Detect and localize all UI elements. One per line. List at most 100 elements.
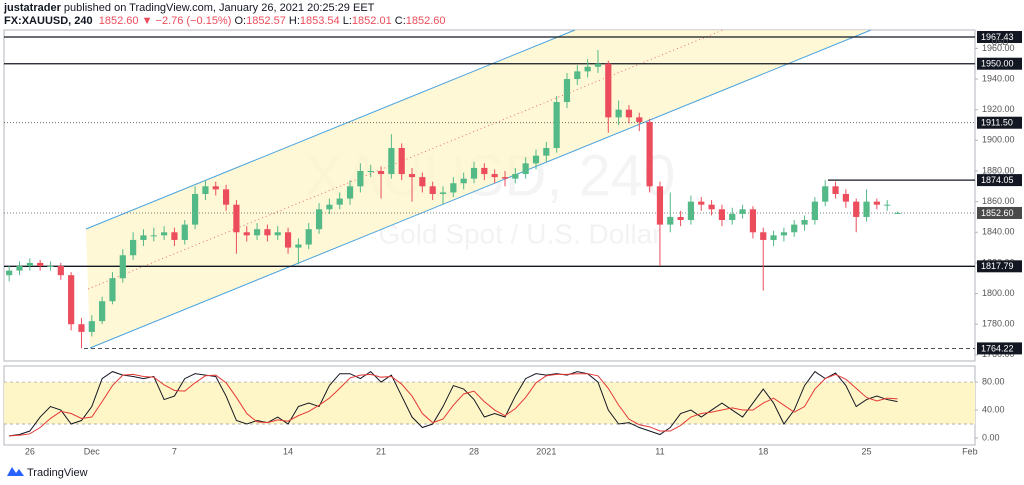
y-tick-label: 1800.00	[982, 288, 1015, 298]
last-price: 1852.60	[98, 15, 139, 27]
candle-body	[26, 262, 33, 266]
level-label: 1950.00	[981, 59, 1014, 69]
level-label: 1874.05	[981, 175, 1014, 185]
axes: 1760.001780.001800.001820.001840.001860.…	[25, 31, 1022, 456]
candle-body	[501, 177, 509, 179]
y-tick-label: 80.00	[982, 376, 1005, 386]
candle-body	[718, 209, 726, 221]
candle-body	[315, 209, 323, 230]
candle-body	[47, 265, 54, 267]
oscillator-line	[9, 370, 898, 437]
candle-body	[853, 201, 860, 217]
candle-body	[57, 265, 64, 276]
ohlc-value: 1852.01	[351, 15, 392, 27]
candle-body	[656, 186, 664, 225]
plot	[4, 49, 975, 437]
candle-body	[429, 186, 436, 194]
candle-body	[398, 147, 405, 175]
candle-body	[594, 63, 602, 67]
candle-body	[667, 216, 674, 225]
candle-body	[625, 109, 633, 118]
symbol: FX:XAUUSD, 240	[4, 15, 93, 27]
y-tick-label: 1960.00	[982, 43, 1015, 53]
candle-body	[284, 232, 292, 248]
candle-body	[192, 193, 199, 225]
logo	[7, 467, 24, 476]
candle-body	[739, 209, 746, 214]
candle-body	[212, 186, 219, 190]
header-line-1: justatrader published on TradingView.com…	[4, 2, 446, 15]
candle-body	[377, 170, 385, 175]
candle-body	[264, 229, 271, 236]
candle-body	[460, 178, 467, 184]
ohlc-value: 1852.60	[405, 15, 446, 27]
levels	[4, 36, 975, 349]
y-tick-label: 40.00	[982, 404, 1005, 414]
y-tick-label: 1920.00	[982, 104, 1015, 114]
candle-body	[202, 186, 209, 194]
candle-body	[822, 186, 829, 202]
level-label: 1764.22	[981, 343, 1014, 353]
y-tick-label: 1880.00	[982, 165, 1015, 175]
candle-body	[161, 232, 168, 236]
candle-body	[760, 232, 767, 240]
candle-body	[274, 232, 281, 236]
header: justatrader published on TradingView.com…	[4, 2, 446, 28]
level-label-box	[977, 206, 1022, 219]
candle-body	[708, 204, 715, 210]
candle-body	[636, 117, 643, 122]
change: −2.76 (−0.15%)	[155, 15, 232, 27]
candle-body	[553, 102, 560, 148]
candle-body	[532, 155, 540, 164]
candle-body	[884, 204, 891, 206]
candle-body	[88, 321, 95, 332]
ohlc: O:1852.57 H:1853.54 L:1852.01 C:1852.60	[234, 15, 445, 27]
candle-body	[687, 201, 695, 221]
level-label: 1911.50	[981, 118, 1013, 128]
y-tick-label: 0.00	[982, 432, 1000, 442]
candle-body	[130, 239, 137, 256]
oscillator-line	[9, 373, 898, 437]
candle-body	[6, 270, 13, 276]
candle-body	[450, 183, 457, 193]
candle-body	[171, 232, 178, 240]
candle-body	[842, 193, 849, 202]
level-label-box	[977, 342, 1022, 355]
x-tick-label: 28	[469, 446, 479, 456]
candle-body	[698, 201, 705, 205]
band	[4, 382, 975, 425]
candle-body	[119, 255, 126, 279]
candle-body	[16, 265, 23, 271]
ohlc-label: L:	[342, 15, 352, 27]
brand: TradingView	[27, 467, 88, 479]
candle-body	[491, 174, 498, 178]
candle-body	[615, 109, 622, 118]
candle-body	[770, 235, 777, 240]
x-tick-label: 2021	[536, 446, 556, 456]
candle-body	[150, 235, 157, 237]
candle-body	[749, 209, 757, 233]
candle-body	[563, 79, 571, 103]
candle-body	[305, 229, 312, 245]
x-tick-label: 18	[758, 446, 768, 456]
candle-body	[801, 220, 808, 225]
candle-body	[832, 186, 839, 194]
y-tick-label: 1900.00	[982, 135, 1015, 145]
x-tick-label: 25	[862, 446, 872, 456]
candle-body	[470, 167, 478, 179]
candle-body	[543, 147, 550, 156]
currency: USD	[992, 38, 1009, 47]
candle-body	[408, 174, 416, 178]
candle-body	[367, 170, 374, 172]
level-label-box	[977, 57, 1022, 70]
ohlc-label: C:	[394, 15, 406, 27]
candle-body	[181, 224, 188, 240]
level-label: 1852.60	[981, 208, 1014, 218]
candle-body	[811, 201, 818, 221]
x-tick-label: 14	[283, 446, 293, 456]
candle-body	[729, 213, 736, 221]
candle-body	[863, 201, 870, 217]
candle-body	[326, 204, 333, 210]
candle-body	[253, 229, 261, 236]
candle-body	[357, 170, 364, 187]
